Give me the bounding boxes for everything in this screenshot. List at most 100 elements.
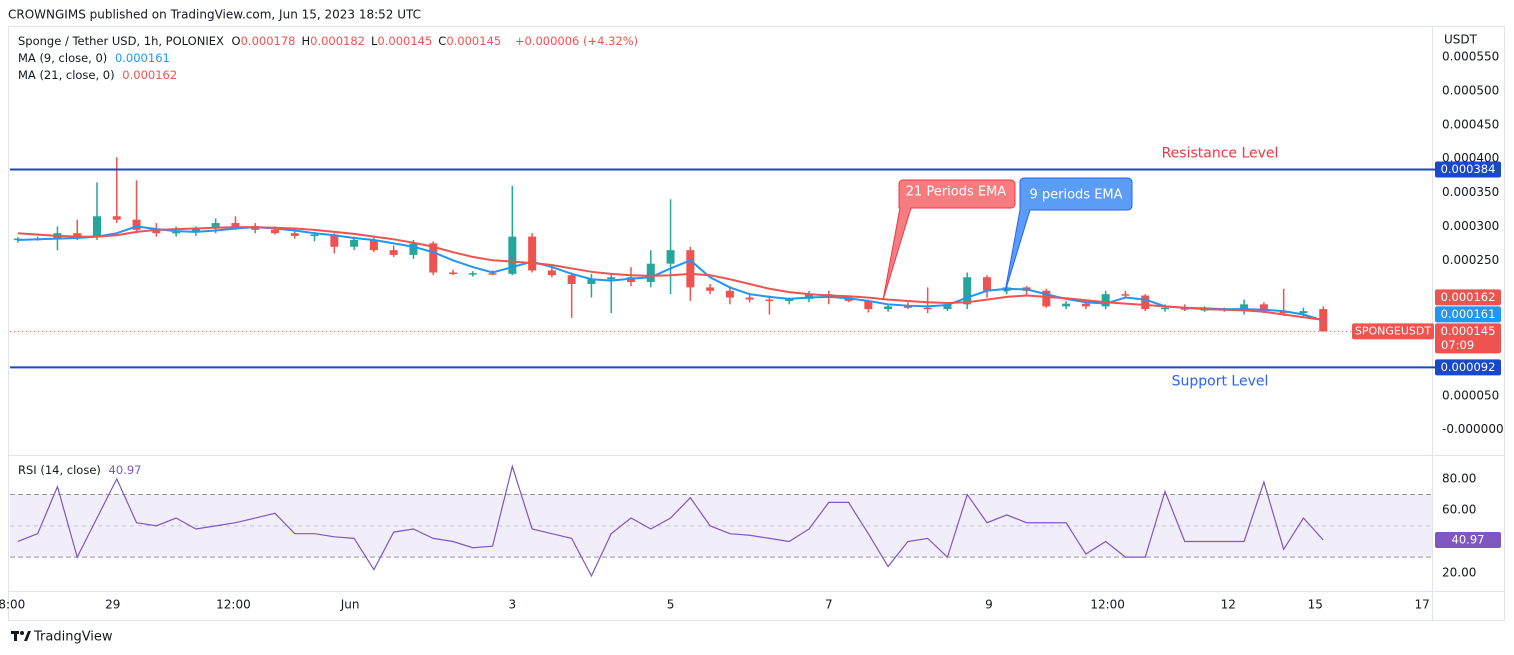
candle-body [903,306,912,308]
rsi-tag: 40.97 [1452,532,1485,546]
y-tick-label: -0.000000 [1442,422,1504,436]
candle-body [1042,290,1051,307]
candle-body [251,227,260,230]
candle-body [607,277,616,280]
rsi-tick-label: 80.00 [1442,471,1476,485]
last-price-bg [1435,323,1501,354]
candle-body [547,270,556,276]
candle-body [646,263,655,282]
candle-body [132,219,141,230]
candle-body [528,236,537,271]
level-text: Resistance Level [1162,146,1279,162]
x-tick-label: 12:00 [1090,598,1125,612]
candle-body [93,216,101,237]
ma-line [17,225,1324,322]
rsi-name: RSI (14, close) [18,463,101,477]
ohlc-item: 0.000182 [310,34,365,48]
ma21-tag: 0.000162 [1441,290,1496,304]
candle-body [983,277,991,291]
ohlc-item: 0.000145 [446,34,502,48]
candle-body [587,279,596,285]
x-tick-label: 9 [985,598,993,612]
candle-body [152,229,161,234]
x-tick-label: 17 [1414,598,1429,612]
ohlc-item: C [438,34,447,48]
brand: TradingView [33,630,113,645]
x-tick-label: 5 [667,598,675,612]
candle-body [1101,294,1110,307]
x-tick-label: 3 [509,598,517,612]
candle-body [686,250,695,288]
level-tag-bg [1435,359,1501,376]
level-text: Support Level [1172,373,1269,389]
candle-body [350,239,359,247]
candle-body [290,233,299,236]
candle-body [627,277,635,282]
candle-body [864,300,873,310]
ma9-tag: 0.000161 [1441,307,1496,321]
candle-body [666,250,675,264]
candle-body [1180,307,1189,310]
candle-body [706,287,715,291]
x-tick-label: 12 [1221,598,1236,612]
level-tag-bg [1435,161,1501,178]
ohlc-item: H [301,34,311,48]
ema9-callout [1004,177,1133,293]
candle-body [468,273,477,275]
x-tick-label: 7 [825,598,833,612]
candle-body [172,231,181,234]
candle-body [488,273,497,275]
symbol-legend: Sponge / Tether USD, 1h, POLONIEX O0.000… [18,33,642,50]
ema9-callout-text: 9 periods EMA [1029,188,1122,203]
candle-body [1141,295,1150,310]
change: +0.000006 (+4.32%) [514,34,639,48]
rsi-legend: RSI (14, close) 40.97 [18,462,145,479]
candle-body [112,216,121,220]
candle-body [310,234,319,237]
candle-body [1062,303,1071,307]
level-tag: 0.000384 [1441,162,1496,176]
publisher: CROWNGIMS published on TradingView.com, … [8,8,421,22]
frame [8,26,1505,621]
candle-body [725,290,734,298]
level-tag: 0.000092 [1441,360,1496,374]
ma21-tag-bg [1435,289,1501,306]
candle-body [231,223,240,228]
rsi-tick-label: 20.00 [1442,565,1476,579]
candle-body [1081,303,1090,307]
candle-body [1299,311,1308,314]
candle-body [73,233,82,237]
candle-body [765,299,774,302]
rsi-tag-bg [1435,531,1501,548]
candle-body [1279,311,1288,314]
candle-body [805,294,813,299]
candle-body [409,243,418,255]
rsi-tick-label: 60.00 [1442,503,1476,517]
candle-body [1240,304,1249,311]
symbol-tag: SPONGEUSDT [1355,324,1431,337]
candle-body [745,297,754,300]
candle-body [963,277,972,305]
candle-body [508,236,517,274]
candle-body [923,307,932,310]
rsi-value: 40.97 [108,463,142,477]
ma9-value: 0.000161 [114,51,170,65]
price-pane [10,157,1432,578]
candle-body [191,227,200,232]
candle-body [1161,307,1169,310]
ma-line [17,226,1324,321]
rsi-line [17,464,1324,578]
y-tick-label: 0.000300 [1442,219,1499,233]
candle-body [330,234,339,247]
y-tick-label: 0.000050 [1442,388,1499,402]
ema21-callout [882,179,1016,301]
countdown: 07:09 [1441,338,1474,352]
ohlc-item: L [371,34,378,48]
candle-body [567,275,576,285]
candle-body [429,243,438,273]
axes: 0.0005500.0005000.0004500.0004000.000350… [0,50,1504,612]
candle-body [1121,294,1130,296]
x-tick-label: 29 [105,598,120,612]
